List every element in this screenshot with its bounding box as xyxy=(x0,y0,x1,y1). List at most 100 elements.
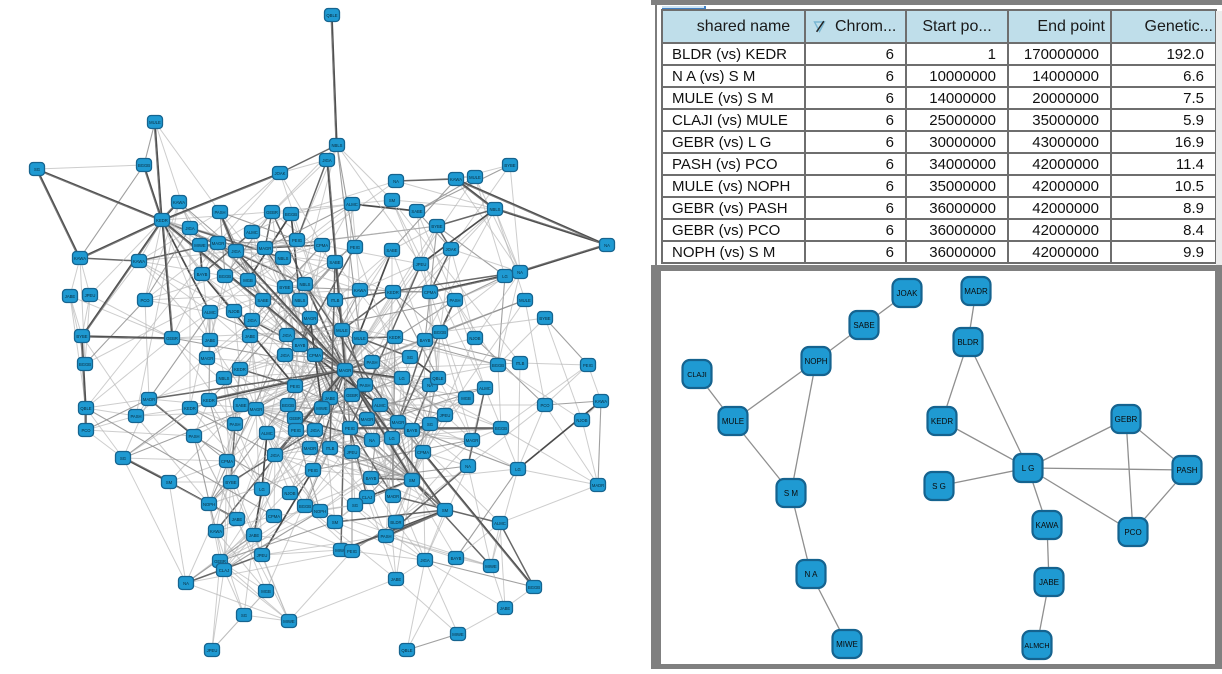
svg-text:MADR: MADR xyxy=(592,483,604,488)
svg-text:JABE: JABE xyxy=(391,577,402,582)
svg-text:BAYB: BAYB xyxy=(407,428,418,433)
svg-text:BLDR: BLDR xyxy=(390,520,401,525)
svg-text:PASH: PASH xyxy=(359,383,370,388)
svg-text:QBLE: QBLE xyxy=(80,406,91,411)
svg-text:PCO: PCO xyxy=(1124,528,1141,537)
svg-text:JOAK: JOAK xyxy=(275,171,286,176)
svg-text:ALMCH: ALMCH xyxy=(1024,641,1049,650)
svg-text:MIWE: MIWE xyxy=(283,619,295,624)
svg-text:S M: S M xyxy=(784,489,799,498)
svg-text:MULE: MULE xyxy=(722,417,744,426)
svg-text:JPEU: JPEU xyxy=(85,293,96,298)
svg-text:NA: NA xyxy=(517,270,523,275)
svg-text:LG: LG xyxy=(259,487,265,492)
svg-text:BAYB: BAYB xyxy=(197,272,208,277)
svg-text:MADR: MADR xyxy=(143,397,155,402)
svg-text:PCO: PCO xyxy=(540,403,550,408)
svg-text:MAGR: MAGR xyxy=(304,316,317,321)
svg-text:NJOB: NJOB xyxy=(284,491,295,496)
svg-text:BYBE: BYBE xyxy=(504,163,515,168)
svg-text:BYBE: BYBE xyxy=(76,334,87,339)
svg-text:PEIG: PEIG xyxy=(345,426,355,431)
svg-text:MIWE: MIWE xyxy=(335,548,347,553)
svg-text:PEIG: PEIG xyxy=(347,549,357,554)
svg-text:NJOB: NJOB xyxy=(576,418,587,423)
svg-text:NA: NA xyxy=(427,383,433,388)
svg-text:BAYB: BAYB xyxy=(420,338,431,343)
svg-text:NOPH: NOPH xyxy=(314,509,326,514)
svg-text:KAWA: KAWA xyxy=(210,529,222,534)
svg-text:JIGA: JIGA xyxy=(282,333,292,338)
svg-text:MAGR: MAGR xyxy=(361,417,374,422)
svg-text:SABE: SABE xyxy=(853,321,874,330)
svg-text:KAWA: KAWA xyxy=(133,259,145,264)
svg-text:JIGA: JIGA xyxy=(322,158,332,163)
svg-text:JABE: JABE xyxy=(205,338,216,343)
svg-text:MGB: MGB xyxy=(261,589,271,594)
svg-text:MAGR: MAGR xyxy=(201,356,214,361)
svg-text:NJOB: NJOB xyxy=(228,309,239,314)
svg-text:MAGR: MAGR xyxy=(259,246,272,251)
svg-text:BLDR: BLDR xyxy=(957,338,979,347)
svg-text:GEBR: GEBR xyxy=(266,210,278,215)
svg-text:JABE: JABE xyxy=(325,396,336,401)
svg-text:SG: SG xyxy=(427,422,433,427)
svg-text:ALMC: ALMC xyxy=(246,230,258,235)
svg-text:ITLB: ITLB xyxy=(331,298,340,303)
svg-text:PASH: PASH xyxy=(229,422,240,427)
svg-text:NBLS: NBLS xyxy=(300,282,311,287)
svg-text:NA: NA xyxy=(465,464,471,469)
svg-text:JABE: JABE xyxy=(65,294,76,299)
svg-text:MADR: MADR xyxy=(304,446,316,451)
svg-text:SG: SG xyxy=(34,167,40,172)
svg-text:PCO: PCO xyxy=(140,298,150,303)
svg-text:JPEU: JPEU xyxy=(257,553,268,558)
svg-text:BGGB: BGGB xyxy=(495,426,507,431)
svg-text:PEIG: PEIG xyxy=(291,428,301,433)
svg-text:NA: NA xyxy=(393,179,399,184)
svg-text:BGGB: BGGB xyxy=(282,403,294,408)
svg-text:JIGA: JIGA xyxy=(231,249,241,254)
svg-text:MULE: MULE xyxy=(519,298,531,303)
svg-text:JABE: JABE xyxy=(249,533,260,538)
svg-text:NA: NA xyxy=(183,581,189,586)
svg-text:PEIG: PEIG xyxy=(292,238,302,243)
svg-text:JIGA: JIGA xyxy=(280,353,290,358)
svg-text:PEIG: PEIG xyxy=(308,468,318,473)
svg-text:PCO: PCO xyxy=(81,428,91,433)
svg-text:CPMA: CPMA xyxy=(221,459,233,464)
svg-text:MAGR: MAGR xyxy=(392,420,405,425)
svg-text:MAGR: MAGR xyxy=(466,438,479,443)
svg-text:BGGB: BGGB xyxy=(138,163,150,168)
svg-text:GEBR: GEBR xyxy=(289,416,301,421)
svg-text:BYBE: BYBE xyxy=(431,224,442,229)
svg-text:MAGR: MAGR xyxy=(212,241,225,246)
svg-text:PEIG: PEIG xyxy=(350,245,360,250)
svg-text:MIWE: MIWE xyxy=(316,406,328,411)
svg-text:KEDR: KEDR xyxy=(203,398,215,403)
svg-text:SG: SG xyxy=(120,456,126,461)
svg-text:BGGB: BGGB xyxy=(492,363,504,368)
svg-text:NA: NA xyxy=(369,438,375,443)
svg-text:KAWA: KAWA xyxy=(1036,521,1060,530)
svg-text:SM: SM xyxy=(166,480,173,485)
svg-text:SABE: SABE xyxy=(235,403,246,408)
svg-text:LG: LG xyxy=(515,467,521,472)
svg-text:MAGR: MAGR xyxy=(250,407,263,412)
svg-text:MGB: MGB xyxy=(243,278,253,283)
svg-text:SABE: SABE xyxy=(329,260,340,265)
svg-text:SM: SM xyxy=(409,478,416,483)
svg-text:JPEU: JPEU xyxy=(347,450,358,455)
svg-text:PASH: PASH xyxy=(380,534,391,539)
svg-text:ALMC: ALMC xyxy=(479,386,491,391)
svg-text:BGGB: BGGB xyxy=(434,330,446,335)
svg-text:SM: SM xyxy=(442,508,449,513)
svg-text:NBLS: NBLS xyxy=(332,143,343,148)
svg-text:KAWA: KAWA xyxy=(74,256,86,261)
svg-text:LG: LG xyxy=(399,376,405,381)
svg-text:KEDR: KEDR xyxy=(234,367,246,372)
svg-text:N A: N A xyxy=(805,570,819,579)
svg-text:MAGR: MAGR xyxy=(339,368,352,373)
svg-text:BGGB: BGGB xyxy=(299,504,311,509)
svg-text:NBLS: NBLS xyxy=(295,298,306,303)
